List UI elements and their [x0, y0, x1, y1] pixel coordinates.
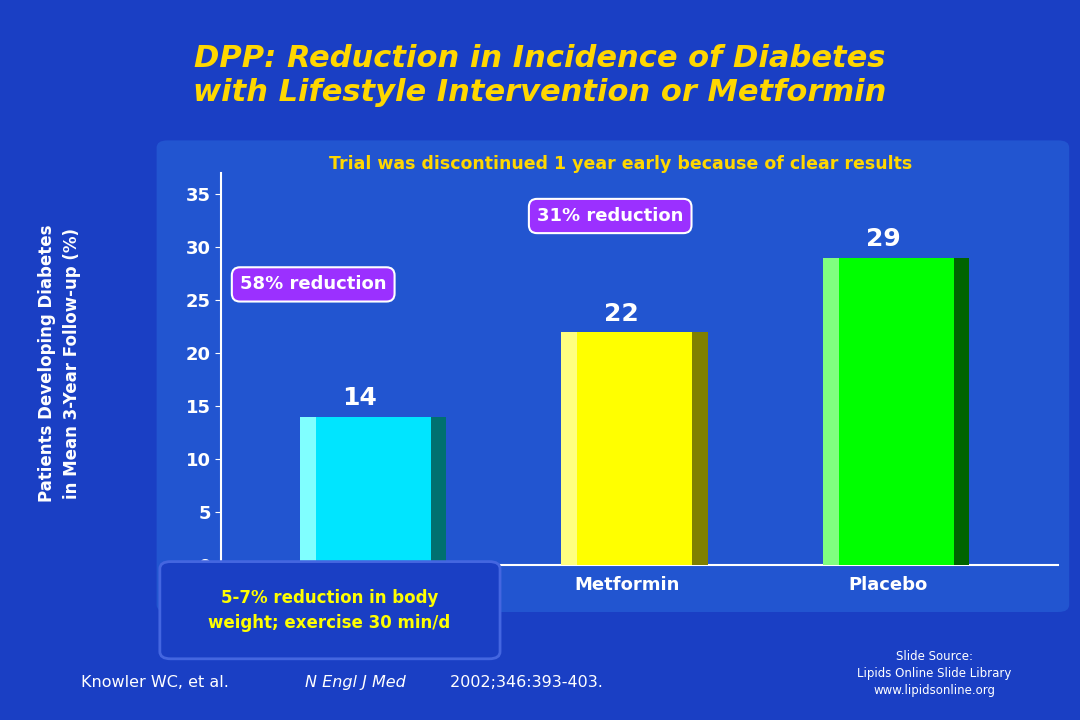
Text: 31% reduction: 31% reduction	[537, 207, 684, 225]
Text: N Engl J Med: N Engl J Med	[305, 675, 405, 690]
Text: 29: 29	[866, 228, 901, 251]
Text: 22: 22	[604, 302, 639, 325]
Text: Trial was discontinued 1 year early because of clear results: Trial was discontinued 1 year early beca…	[329, 155, 913, 173]
Bar	[823, 258, 839, 565]
Text: Slide Source:
Lipids Online Slide Library
www.lipidsonline.org: Slide Source: Lipids Online Slide Librar…	[858, 649, 1011, 697]
Text: Patients Developing Diabetes
in Mean 3-Year Follow-up (%): Patients Developing Diabetes in Mean 3-Y…	[38, 225, 81, 503]
Bar	[823, 258, 954, 565]
Bar	[300, 417, 431, 565]
Bar	[300, 417, 315, 565]
Bar	[562, 332, 577, 565]
Bar	[562, 332, 692, 565]
Polygon shape	[692, 332, 707, 565]
Text: Knowler WC, et al.: Knowler WC, et al.	[81, 675, 234, 690]
Polygon shape	[954, 258, 970, 565]
Text: DPP: Reduction in Incidence of Diabetes
with Lifestyle Intervention or Metformin: DPP: Reduction in Incidence of Diabetes …	[193, 44, 887, 107]
Text: 14: 14	[342, 387, 378, 410]
Text: 2002;346:393-403.: 2002;346:393-403.	[445, 675, 603, 690]
Polygon shape	[431, 417, 446, 565]
Text: 58% reduction: 58% reduction	[240, 276, 387, 294]
Text: 5-7% reduction in body
weight; exercise 30 min/d: 5-7% reduction in body weight; exercise …	[208, 589, 450, 632]
